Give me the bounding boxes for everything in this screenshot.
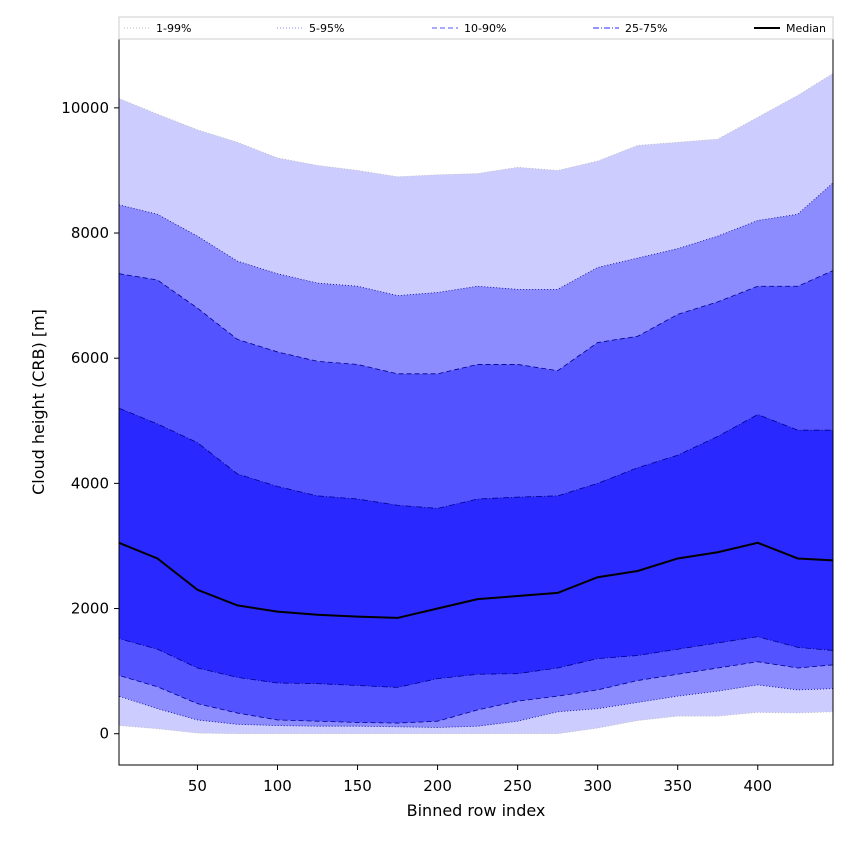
legend-label-25-75%: 25-75%: [625, 22, 667, 35]
legend: 1-99% 5-95% 10-90% 25-75% Median: [118, 16, 834, 40]
legend-label-10-90%: 10-90%: [464, 22, 506, 35]
x-tick-label-100: 100: [263, 777, 292, 795]
x-tick-label-350: 350: [663, 777, 692, 795]
x-axis: 50 100 150 200 250 300 350 400: [188, 765, 772, 795]
y-tick-label-4000: 4000: [71, 474, 109, 492]
y-tick-label-0: 0: [99, 725, 109, 743]
band-1-99%-lower-line: [118, 711, 834, 735]
band-25-75%-fill: [119, 408, 833, 688]
legend-label-1-99%: 1-99%: [156, 22, 191, 35]
median-layer: [118, 541, 834, 619]
band-10-90%-upper-line: [118, 270, 834, 375]
legend-label-Median: Median: [786, 22, 826, 35]
y-tick-label-6000: 6000: [71, 349, 109, 367]
band-10-90%-lower-line: [118, 661, 834, 724]
band-1-99%-upper-line: [118, 73, 834, 178]
legend-label-5-95%: 5-95%: [309, 22, 344, 35]
y-tick-label-2000: 2000: [71, 600, 109, 618]
y-tick-label-8000: 8000: [71, 224, 109, 242]
x-tick-label-400: 400: [743, 777, 772, 795]
band-5-95%-upper-line: [118, 182, 834, 297]
band-25-75%-upper-line: [118, 407, 833, 509]
y-tick-label-10000: 10000: [61, 99, 109, 117]
y-axis: 0 2000 4000 6000 8000 10000: [61, 99, 119, 743]
median-line: [118, 541, 834, 619]
y-axis-label: Cloud height (CRB) [m]: [29, 309, 48, 495]
percentile-bands: [118, 73, 834, 735]
x-axis-label: Binned row index: [407, 801, 546, 820]
legend-box: [118, 16, 834, 40]
x-tick-label-50: 50: [188, 777, 207, 795]
x-tick-label-200: 200: [423, 777, 452, 795]
x-tick-label-300: 300: [583, 777, 612, 795]
x-tick-label-250: 250: [503, 777, 532, 795]
x-tick-label-150: 150: [343, 777, 372, 795]
